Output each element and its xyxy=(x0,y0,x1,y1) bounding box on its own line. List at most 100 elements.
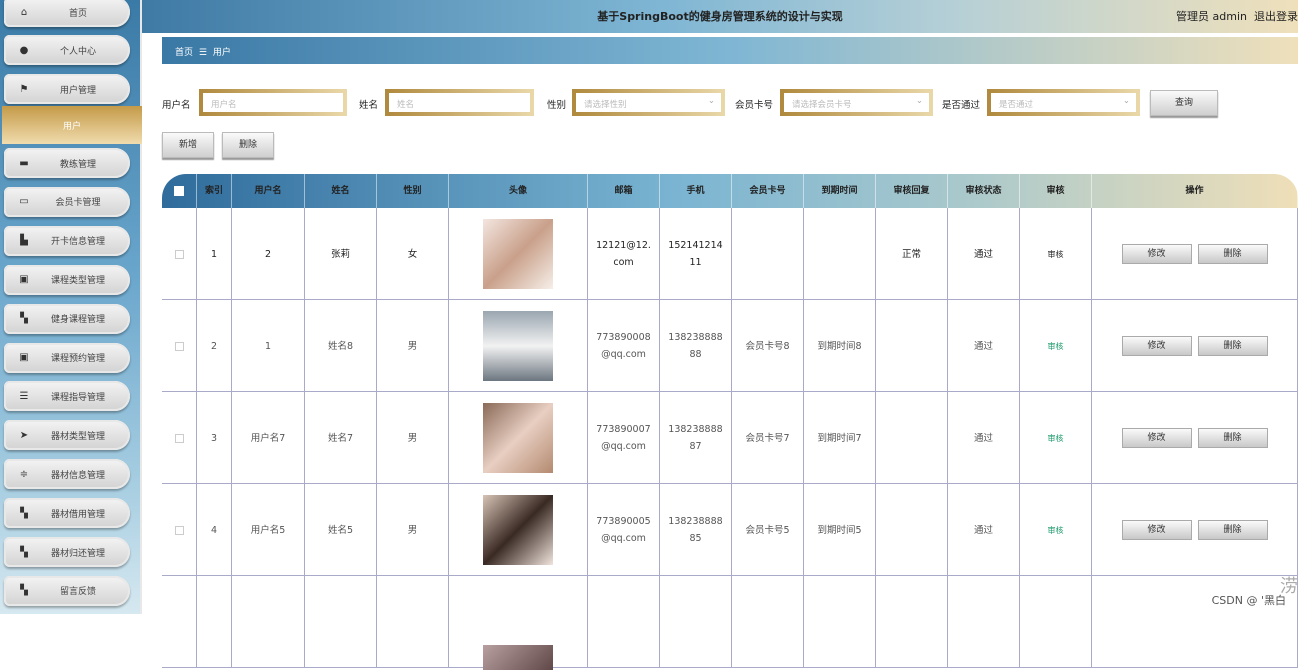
batch-delete-button[interactable]: 删除 xyxy=(222,132,274,158)
sidebar-item-12[interactable]: ≑ 器材信息管理 xyxy=(4,459,130,490)
cell: 到期时间5 xyxy=(804,484,876,576)
card-label: 会员卡号 xyxy=(735,100,774,111)
edit-button[interactable]: 修改 xyxy=(1121,520,1192,540)
cell xyxy=(732,208,804,300)
cell: 到期时间7 xyxy=(804,392,876,484)
passed-select[interactable]: 是否通过 ⌄ xyxy=(987,89,1140,116)
sidebar-item-label: 个人中心 xyxy=(59,46,96,57)
cell: 2 xyxy=(197,300,232,392)
sidebar-item-2[interactable]: ⚑ 用户管理 xyxy=(4,74,130,104)
column-header: 索引 xyxy=(197,174,232,208)
sidebar-item-label: 教练管理 xyxy=(59,159,96,170)
thumb-icon: ▙ xyxy=(20,235,28,247)
delete-button[interactable]: 删除 xyxy=(1197,520,1268,540)
avatar-image xyxy=(483,219,553,289)
app-title: 基于SpringBoot的健身房管理系统的设计与实现 xyxy=(597,10,843,23)
cell xyxy=(876,392,948,484)
passed-label: 是否通过 xyxy=(942,100,981,111)
cell xyxy=(449,484,588,576)
audit-link[interactable]: 审核 xyxy=(1047,341,1064,351)
cell xyxy=(162,576,197,668)
gender-select[interactable]: 请选择性别 ⌄ xyxy=(572,89,725,116)
search-button[interactable]: 查询 xyxy=(1150,90,1218,116)
sidebar-item-label: 器材归还管理 xyxy=(50,548,105,559)
audit-link[interactable]: 审核 xyxy=(1047,433,1064,443)
avatar-image xyxy=(483,645,553,670)
name-placeholder: 姓名 xyxy=(397,100,415,110)
sidebar-item-11[interactable]: ➤ 器材类型管理 xyxy=(4,420,130,451)
sidebar-item-label: 健身课程管理 xyxy=(50,315,105,326)
gender-value: 男 xyxy=(407,340,418,352)
column-header: 到期时间 xyxy=(804,174,876,208)
card-placeholder: 请选择会员卡号 xyxy=(792,100,852,110)
cell: 张莉 xyxy=(305,208,377,300)
status-value: 通过 xyxy=(973,248,993,260)
gender-value: 男 xyxy=(407,432,418,444)
card-select[interactable]: 请选择会员卡号 ⌄ xyxy=(780,89,933,116)
sidebar-item-3[interactable]: 用户 xyxy=(2,106,142,144)
name-label: 姓名 xyxy=(359,100,379,111)
user-info: 管理员 admin 退出登录 xyxy=(1176,8,1298,24)
clipboard-x-icon: ▣ xyxy=(19,352,29,363)
sidebar-item-8[interactable]: ▚ 健身课程管理 xyxy=(4,303,130,334)
cell: 773890005@qq.com xyxy=(588,484,660,576)
sidebar-item-13[interactable]: ▚ 器材借用管理 xyxy=(4,498,130,529)
table-row: 3 用户名7 姓名7 男 773890007@qq.com 13823888887 会员卡号… xyxy=(162,392,1298,484)
grid-icon: ▚ xyxy=(20,546,28,558)
sidebar-item-label: 器材类型管理 xyxy=(50,431,105,442)
cell: 1 xyxy=(232,300,305,392)
sidebar-item-4[interactable]: ▬ 教练管理 xyxy=(4,148,130,178)
cell: 审核 xyxy=(1020,484,1092,576)
card-value: 会员卡号7 xyxy=(745,432,790,444)
sidebar-item-5[interactable]: ▭ 会员卡管理 xyxy=(4,186,130,217)
card-value: 会员卡号5 xyxy=(745,524,790,536)
grid-icon: ▚ xyxy=(20,313,28,325)
row-checkbox[interactable] xyxy=(174,249,184,259)
sliders-icon: ≑ xyxy=(19,468,29,480)
delete-button[interactable]: 删除 xyxy=(1197,244,1268,264)
breadcrumb-home[interactable]: 首页 xyxy=(175,48,194,58)
table-row: 1 2 张莉 女 12121@12.com 15214121411 正常 通过 审核 修改 删除 xyxy=(162,208,1298,300)
column-header: 用户名 xyxy=(232,174,305,208)
table-header: 索引 用户名 姓名 性别 头像 邮箱 手机 会员卡号 到期时间 审核回复 审核状态 审核 操作 xyxy=(162,174,1298,208)
cell xyxy=(732,576,804,668)
delete-button[interactable]: 删除 xyxy=(1197,336,1268,356)
name-value: 姓名5 xyxy=(327,524,354,536)
cell: 姓名7 xyxy=(305,392,377,484)
sidebar-item-14[interactable]: ▚ 器材归还管理 xyxy=(4,537,130,567)
sidebar-item-label: 器材借用管理 xyxy=(50,509,105,520)
name-value: 张莉 xyxy=(330,248,350,260)
name-input[interactable]: 姓名 xyxy=(385,89,534,116)
watermark-glyph: 涝 xyxy=(1280,576,1298,597)
table-row xyxy=(162,576,1298,670)
sidebar-item-1[interactable]: ● 个人中心 xyxy=(4,35,130,65)
column-header: 审核 xyxy=(1020,174,1092,208)
sidebar-item-0[interactable]: ⌂ 首页 xyxy=(4,0,130,27)
audit-link[interactable]: 审核 xyxy=(1047,249,1064,259)
sidebar-item-label: 留言反馈 xyxy=(59,587,96,598)
username-input[interactable]: 用户名 xyxy=(199,89,347,116)
cell: 男 xyxy=(377,484,449,576)
edit-button[interactable]: 修改 xyxy=(1121,244,1192,264)
row-checkbox[interactable] xyxy=(174,341,184,351)
cell: 13823888885 xyxy=(660,484,732,576)
row-checkbox[interactable] xyxy=(174,433,184,443)
logout-link[interactable]: 退出登录 xyxy=(1254,10,1298,23)
edit-button[interactable]: 修改 xyxy=(1121,428,1192,448)
delete-button[interactable]: 删除 xyxy=(1197,428,1268,448)
edit-button[interactable]: 修改 xyxy=(1121,336,1192,356)
cell: 1 xyxy=(197,208,232,300)
sidebar-item-10[interactable]: ☰ 课程指导管理 xyxy=(4,381,130,412)
sidebar-item-label: 会员卡管理 xyxy=(55,198,101,209)
chevron-down-icon: ⌄ xyxy=(915,96,923,106)
sidebar-item-15[interactable]: ▚ 留言反馈 xyxy=(4,575,130,606)
sidebar-item-7[interactable]: ▣ 课程类型管理 xyxy=(4,264,130,295)
sidebar-item-6[interactable]: ▙ 开卡信息管理 xyxy=(4,225,130,256)
row-checkbox[interactable] xyxy=(174,525,184,535)
username-value: 用户名7 xyxy=(250,432,286,444)
sidebar-item-9[interactable]: ▣ 课程预约管理 xyxy=(4,342,130,373)
audit-link[interactable]: 审核 xyxy=(1047,525,1064,535)
add-button[interactable]: 新增 xyxy=(162,132,214,158)
sidebar-item-label: 首页 xyxy=(68,8,87,19)
select-all-checkbox[interactable] xyxy=(174,185,184,196)
